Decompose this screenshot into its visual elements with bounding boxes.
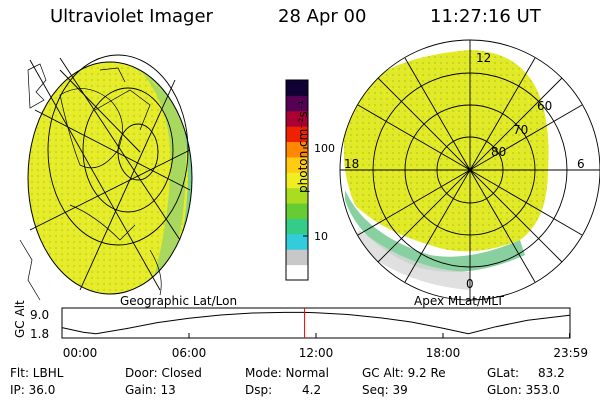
gain-label: Gain: 13 (125, 383, 176, 397)
instrument-title: Ultraviolet Imager (50, 6, 213, 27)
mlt-label-6: 6 (577, 157, 585, 171)
mode-label: Mode: Normal (245, 366, 329, 380)
gc-altitude-label: GC Alt: 9.2 Re (362, 366, 446, 380)
altitude-ylabel: GC Alt (13, 300, 27, 338)
altitude-xtick-label: 06:00 (172, 346, 207, 360)
colorbar-segment (286, 141, 308, 158)
apex-panel-label: Apex MLat/MLT (414, 294, 504, 308)
door-label: Door: Closed (125, 366, 202, 380)
filter-label: Flt: LBHL (10, 366, 64, 380)
colorbar-segment (286, 156, 308, 173)
altitude-series-line (61, 311, 570, 335)
time-label: 11:27:16 UT (430, 6, 541, 27)
colorbar-segment (286, 95, 308, 112)
colorbar-tick-100: 100 (314, 142, 335, 155)
apex-polar-map (343, 50, 549, 290)
colorbar-segment (286, 249, 308, 266)
altitude-ytick-1.8: 1.8 (30, 327, 49, 341)
mlt-label-12: 12 (476, 51, 491, 65)
altitude-xtick-label: 00:00 (63, 346, 98, 360)
altitude-ytick-9: 9.0 (30, 308, 49, 322)
colorbar-segment (286, 218, 308, 235)
mlt-label-0: 0 (466, 277, 474, 291)
ip-label: IP: 36.0 (10, 383, 56, 397)
dsp-value: 4.2 (302, 383, 322, 397)
colorbar-segment (286, 264, 308, 281)
colorbar-tick-10: 10 (314, 230, 328, 243)
colorbar-label: photon cm⁻²s⁻¹ (296, 100, 310, 193)
mlat-label-70: 70 (513, 123, 528, 137)
colorbar-segment (286, 126, 308, 143)
altitude-plot: GC Alt 9.0 1.8 00:00 06:00 12:00 18:00 23:59 (13, 300, 588, 360)
mlat-label-80: 80 (491, 145, 506, 159)
colorbar-segment (286, 172, 308, 189)
colorbar-segment (286, 110, 308, 127)
glat-value: 83.2 (538, 366, 565, 380)
date-label: 28 Apr 00 (278, 6, 367, 27)
sequence-label: Seq: 39 (362, 383, 408, 397)
colorbar-segment (286, 233, 308, 250)
colorbar-segment (286, 187, 308, 204)
colorbar-segment (286, 80, 308, 96)
mlt-label-18: 18 (344, 157, 359, 171)
glon-label: GLon: 353.0 (487, 383, 560, 397)
colorbar (285, 79, 309, 281)
dsp-label: Dsp: (245, 383, 273, 397)
colorbar-segment (286, 203, 308, 219)
altitude-xtick-label: 23:59 (553, 346, 588, 360)
colorbar-frame (285, 79, 309, 281)
altitude-xtick-label: 12:00 (299, 346, 334, 360)
altitude-xtick-label: 18:00 (426, 346, 461, 360)
geo-panel-label: Geographic Lat/Lon (120, 294, 237, 308)
mlat-label-60: 60 (537, 99, 552, 113)
glat-label: GLat: (487, 366, 520, 380)
